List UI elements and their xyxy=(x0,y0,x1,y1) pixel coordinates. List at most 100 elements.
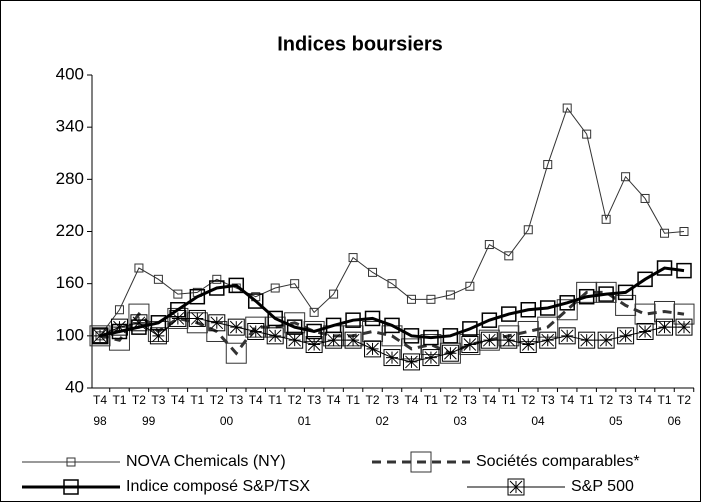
marker-star xyxy=(307,338,321,351)
marker-star xyxy=(502,333,516,347)
marker xyxy=(149,327,167,345)
marker-star xyxy=(327,333,340,347)
marker-box xyxy=(442,328,459,344)
marker xyxy=(543,160,553,170)
x-tick-label: T3 xyxy=(385,393,399,407)
marker-box xyxy=(63,479,79,495)
marker xyxy=(345,312,361,328)
marker-box xyxy=(227,318,245,336)
marker xyxy=(640,193,650,203)
marker-box xyxy=(228,277,245,294)
marker xyxy=(247,322,265,340)
marker-box xyxy=(402,353,420,371)
marker-box xyxy=(66,457,76,467)
marker-box xyxy=(209,280,225,296)
marker xyxy=(89,325,111,347)
marker xyxy=(578,331,596,349)
marker-box xyxy=(329,289,339,299)
marker-box xyxy=(539,331,557,349)
marker-box xyxy=(676,262,692,279)
series-line xyxy=(99,266,685,340)
marker xyxy=(445,290,455,300)
marker xyxy=(501,306,517,322)
x-tick-label: T1 xyxy=(424,393,438,407)
legend-item: Sociétés comparables* xyxy=(372,451,640,473)
marker-box xyxy=(617,327,635,345)
legend-item: Indice composé S&P/TSX xyxy=(22,478,310,495)
x-tick-label: T3 xyxy=(619,393,633,407)
year-label: 01 xyxy=(298,414,312,428)
marker-box xyxy=(325,331,343,349)
x-tick-label: T4 xyxy=(171,393,185,407)
marker xyxy=(173,289,183,299)
marker-box xyxy=(188,309,206,327)
marker-star xyxy=(288,333,302,347)
x-tick-label: T4 xyxy=(404,393,418,407)
marker xyxy=(504,251,514,261)
marker xyxy=(576,281,598,303)
marker xyxy=(656,318,674,336)
marker xyxy=(656,260,673,276)
marker xyxy=(481,312,498,328)
marker-star xyxy=(521,338,535,351)
legend-label: Indice composé S&P/TSX xyxy=(126,478,310,495)
legend-label: Sociétés comparables* xyxy=(476,453,640,470)
marker-box xyxy=(306,323,322,340)
marker xyxy=(523,225,533,235)
marker xyxy=(286,319,303,335)
marker xyxy=(209,280,225,296)
marker-box xyxy=(562,103,572,113)
marker-box xyxy=(461,336,479,354)
marker-box xyxy=(556,299,578,321)
x-tick-label: T1 xyxy=(658,393,672,407)
marker-star xyxy=(619,329,632,343)
marker-box xyxy=(441,344,459,362)
marker-box xyxy=(543,160,553,170)
marker xyxy=(539,331,557,349)
marker xyxy=(617,284,634,301)
marker xyxy=(406,294,416,304)
marker-star xyxy=(171,312,185,325)
marker-star xyxy=(424,351,438,364)
marker-star xyxy=(509,480,523,494)
y-tick-label: 340 xyxy=(56,117,84,136)
marker xyxy=(66,457,76,467)
marker xyxy=(520,302,537,318)
marker-box xyxy=(582,129,592,139)
marker-box xyxy=(539,300,556,316)
marker-box xyxy=(615,294,637,316)
marker xyxy=(153,274,163,284)
marker xyxy=(150,315,167,331)
year-label: 06 xyxy=(668,414,682,428)
marker-box xyxy=(504,251,514,261)
marker xyxy=(228,277,245,294)
marker-box xyxy=(348,253,358,263)
marker xyxy=(114,305,124,315)
marker-box xyxy=(309,307,319,317)
marker xyxy=(634,303,656,325)
x-tick-label: T2 xyxy=(443,393,457,407)
marker-box xyxy=(212,274,222,284)
marker-box xyxy=(598,286,614,302)
marker-box xyxy=(364,310,381,327)
marker-box xyxy=(153,274,163,284)
marker-box xyxy=(426,294,436,304)
marker-box xyxy=(189,288,206,305)
marker-box xyxy=(507,478,525,496)
marker-star xyxy=(346,333,360,347)
marker xyxy=(247,293,264,309)
marker-box xyxy=(559,295,575,311)
marker xyxy=(364,310,381,327)
marker-box xyxy=(410,451,432,473)
marker-box xyxy=(364,340,382,358)
marker-box xyxy=(660,228,670,238)
marker-box xyxy=(523,225,533,235)
marker xyxy=(637,271,653,288)
y-tick-label: 280 xyxy=(56,169,84,188)
marker xyxy=(539,300,556,316)
marker-box xyxy=(481,312,498,328)
marker-box xyxy=(423,329,439,346)
x-tick-label: T4 xyxy=(482,393,496,407)
marker xyxy=(227,318,245,336)
